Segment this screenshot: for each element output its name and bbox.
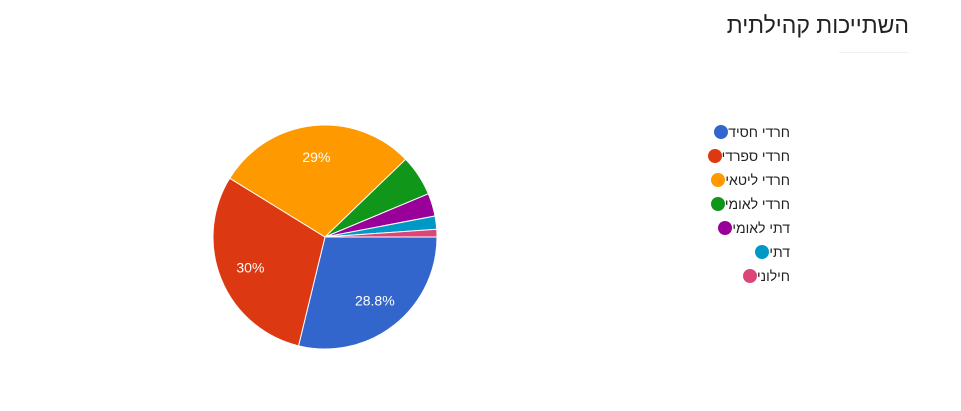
pie-slice-6[interactable]: [324, 228, 438, 238]
legend-item-6[interactable]: חילוני: [590, 264, 790, 288]
legend-swatch-icon: [755, 245, 770, 259]
legend-label: חרדי חסיד: [728, 124, 790, 140]
title-divider: [839, 52, 909, 53]
pie-slice-label-0: 28.8%: [355, 292, 395, 308]
legend-item-5[interactable]: דתי: [590, 240, 790, 264]
chart-title: השתייכות קהילתית: [726, 12, 909, 38]
legend-item-4[interactable]: דתי לאומי: [590, 216, 790, 240]
legend-label: חרדי ליטאי: [725, 172, 790, 188]
legend-swatch-icon: [714, 125, 729, 139]
legend-swatch-icon: [707, 149, 722, 163]
legend-label: חרדי לאומי: [724, 196, 790, 212]
pie-slice-0[interactable]: [297, 236, 438, 350]
legend: חרדי חסיד חרדי ספרדי חרדי ליטאי חרדי לאומי ד…: [590, 120, 790, 288]
legend-label: חילוני: [757, 268, 790, 284]
legend-item-1[interactable]: חרדי ספרדי: [590, 144, 790, 168]
pie-slice-2[interactable]: [229, 124, 407, 238]
legend-item-0[interactable]: חרדי חסיד: [590, 120, 790, 144]
legend-label: דתי לאומי: [732, 220, 790, 236]
legend-item-3[interactable]: חרדי לאומי: [590, 192, 790, 216]
legend-swatch-icon: [718, 221, 733, 235]
pie-slice-label-2: 29%: [302, 149, 330, 165]
legend-label: חרדי ספרדי: [721, 148, 790, 164]
legend-swatch-icon: [710, 197, 725, 211]
legend-swatch-icon: [743, 269, 757, 283]
pie-slice-label-1: 30%: [236, 260, 264, 276]
legend-swatch-icon: [711, 173, 726, 187]
legend-item-2[interactable]: חרדי ליטאי: [590, 168, 790, 192]
legend-label: דתי: [769, 244, 790, 260]
